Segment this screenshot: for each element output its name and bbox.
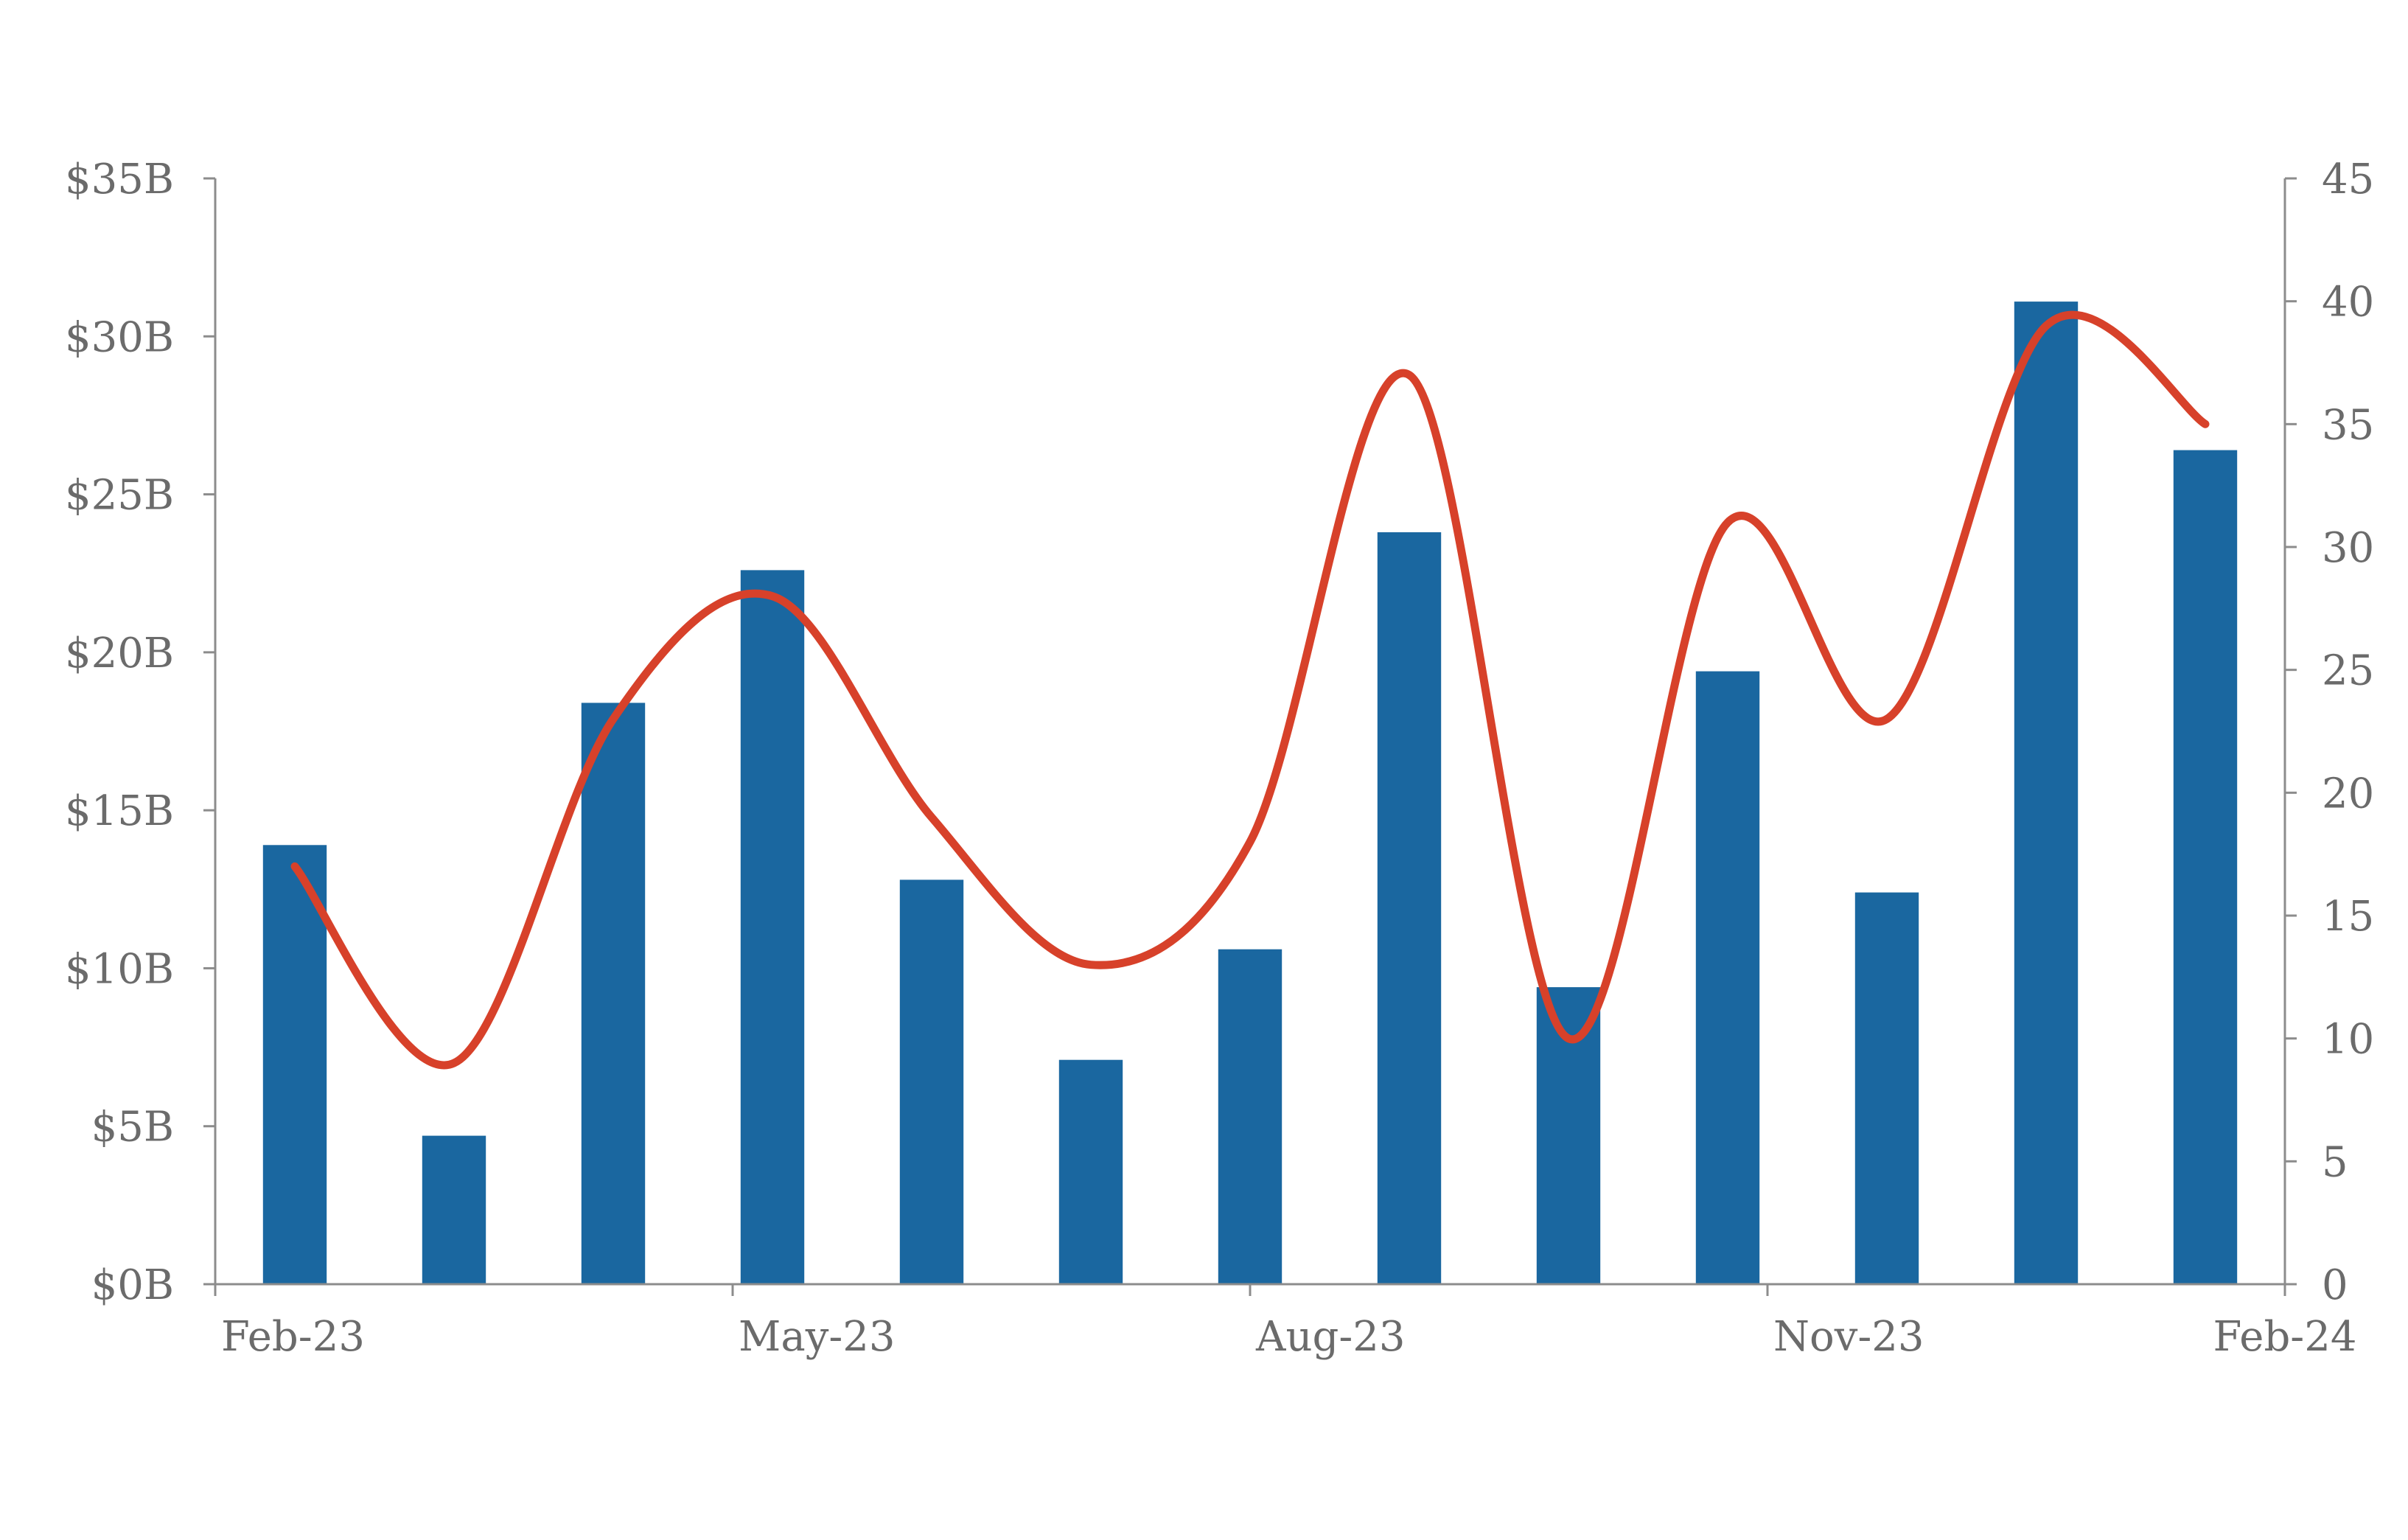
bar-Jul-23: [1058, 1059, 1123, 1284]
bar-Jan-24: [2014, 302, 2079, 1285]
bar-Jun-23: [899, 879, 964, 1284]
left-tick-label: $25B: [65, 472, 174, 520]
left-tick-label: $20B: [65, 630, 174, 677]
line-layer: [290, 310, 2210, 1070]
right-tick-label: 20: [2322, 770, 2374, 818]
bar-Feb-24: [2173, 450, 2238, 1284]
bar-Oct-23: [1536, 987, 1601, 1284]
bar-Feb-23: [262, 845, 327, 1284]
left-y-ticks: $0B $5B $10B $15B $20B $25B $30B $35B: [65, 156, 215, 1309]
right-tick-label: 5: [2322, 1138, 2348, 1186]
right-tick-label: 0: [2322, 1261, 2348, 1309]
right-tick-label: 45: [2322, 156, 2374, 203]
left-tick-label: $30B: [65, 313, 174, 361]
bar-May-23: [740, 570, 805, 1284]
x-tick-label: Feb-23: [221, 1313, 365, 1361]
left-tick-label: $10B: [65, 945, 174, 993]
x-tick-label: May-23: [739, 1313, 896, 1361]
left-tick-label: $15B: [65, 787, 174, 835]
x-ticks: Feb-23 May-23 Aug-23 Nov-23 Feb-24: [214, 1284, 2357, 1361]
bar-Aug-23: [1218, 949, 1282, 1284]
bar-Apr-23: [581, 703, 646, 1284]
bars-layer: [262, 302, 2238, 1285]
x-tick-label: Feb-24: [2213, 1313, 2357, 1361]
x-tick-label: Aug-23: [1255, 1313, 1406, 1361]
right-y-ticks: 0 5 10 15 20 25 30 35 40 45: [2285, 156, 2374, 1309]
left-tick-label: $35B: [65, 156, 174, 203]
bar-Sep-23: [1377, 532, 1442, 1284]
right-tick-label: 40: [2322, 279, 2374, 327]
right-tick-label: 25: [2322, 647, 2374, 695]
right-tick-label: 35: [2322, 401, 2374, 449]
left-tick-label: $0B: [91, 1261, 174, 1309]
bar-Dec-23: [1854, 892, 1919, 1284]
bar-Nov-23: [1695, 671, 1760, 1284]
x-tick-label: Nov-23: [1773, 1313, 1924, 1361]
line-series: [290, 310, 2210, 1070]
right-tick-label: 15: [2322, 893, 2374, 941]
right-tick-label: 30: [2322, 524, 2374, 572]
left-tick-label: $5B: [91, 1104, 174, 1151]
bar-Mar-23: [422, 1135, 486, 1284]
right-tick-label: 10: [2322, 1016, 2374, 1064]
